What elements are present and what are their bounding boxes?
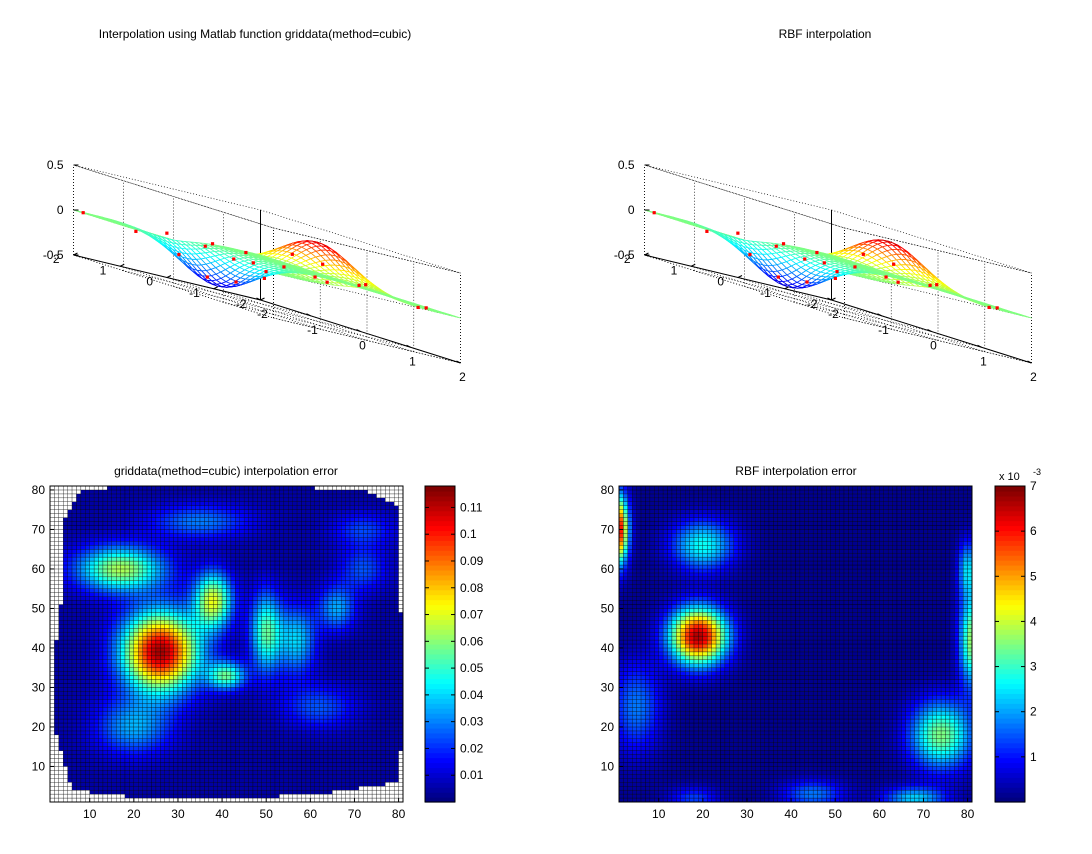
sample-point — [232, 257, 235, 260]
sample-point — [82, 211, 85, 214]
x-tick-label: 1 — [409, 354, 416, 368]
sample-point — [211, 242, 214, 245]
sample-point — [177, 253, 180, 256]
x-tick-label: 0 — [359, 339, 366, 353]
sample-point — [244, 251, 247, 254]
sample-point — [204, 245, 207, 248]
sample-point — [252, 261, 255, 264]
sample-point — [364, 283, 367, 286]
sample-point — [313, 275, 316, 278]
y-tick-label: -1 — [189, 286, 200, 300]
sample-point — [264, 270, 267, 273]
cubic-surface-title: Interpolation using Matlab function grid… — [99, 27, 412, 41]
sample-point — [234, 280, 237, 283]
z-tick-label: 0.5 — [47, 158, 64, 172]
sample-point — [206, 275, 209, 278]
sample-point — [134, 230, 137, 233]
y-tick-label: 1 — [100, 263, 107, 277]
sample-point — [417, 306, 420, 309]
figure: Interpolation using Matlab function grid… — [0, 0, 1092, 854]
y-tick-label: 0 — [146, 275, 153, 289]
sample-point — [425, 306, 428, 309]
rbf-surface-title: RBF interpolation — [779, 27, 872, 41]
y-tick-label: -2 — [236, 297, 247, 311]
x-tick-label: -2 — [257, 307, 268, 321]
sample-point — [321, 263, 324, 266]
sample-point — [357, 284, 360, 287]
sample-point — [165, 232, 168, 235]
sample-point — [282, 265, 285, 268]
sample-point — [263, 277, 266, 280]
z-tick-label: 0 — [57, 203, 64, 217]
sample-point — [291, 253, 294, 256]
sample-point — [326, 281, 329, 284]
y-tick-label: 2 — [53, 252, 60, 266]
x-tick-label: -1 — [307, 323, 318, 337]
x-tick-label: 2 — [459, 370, 466, 384]
